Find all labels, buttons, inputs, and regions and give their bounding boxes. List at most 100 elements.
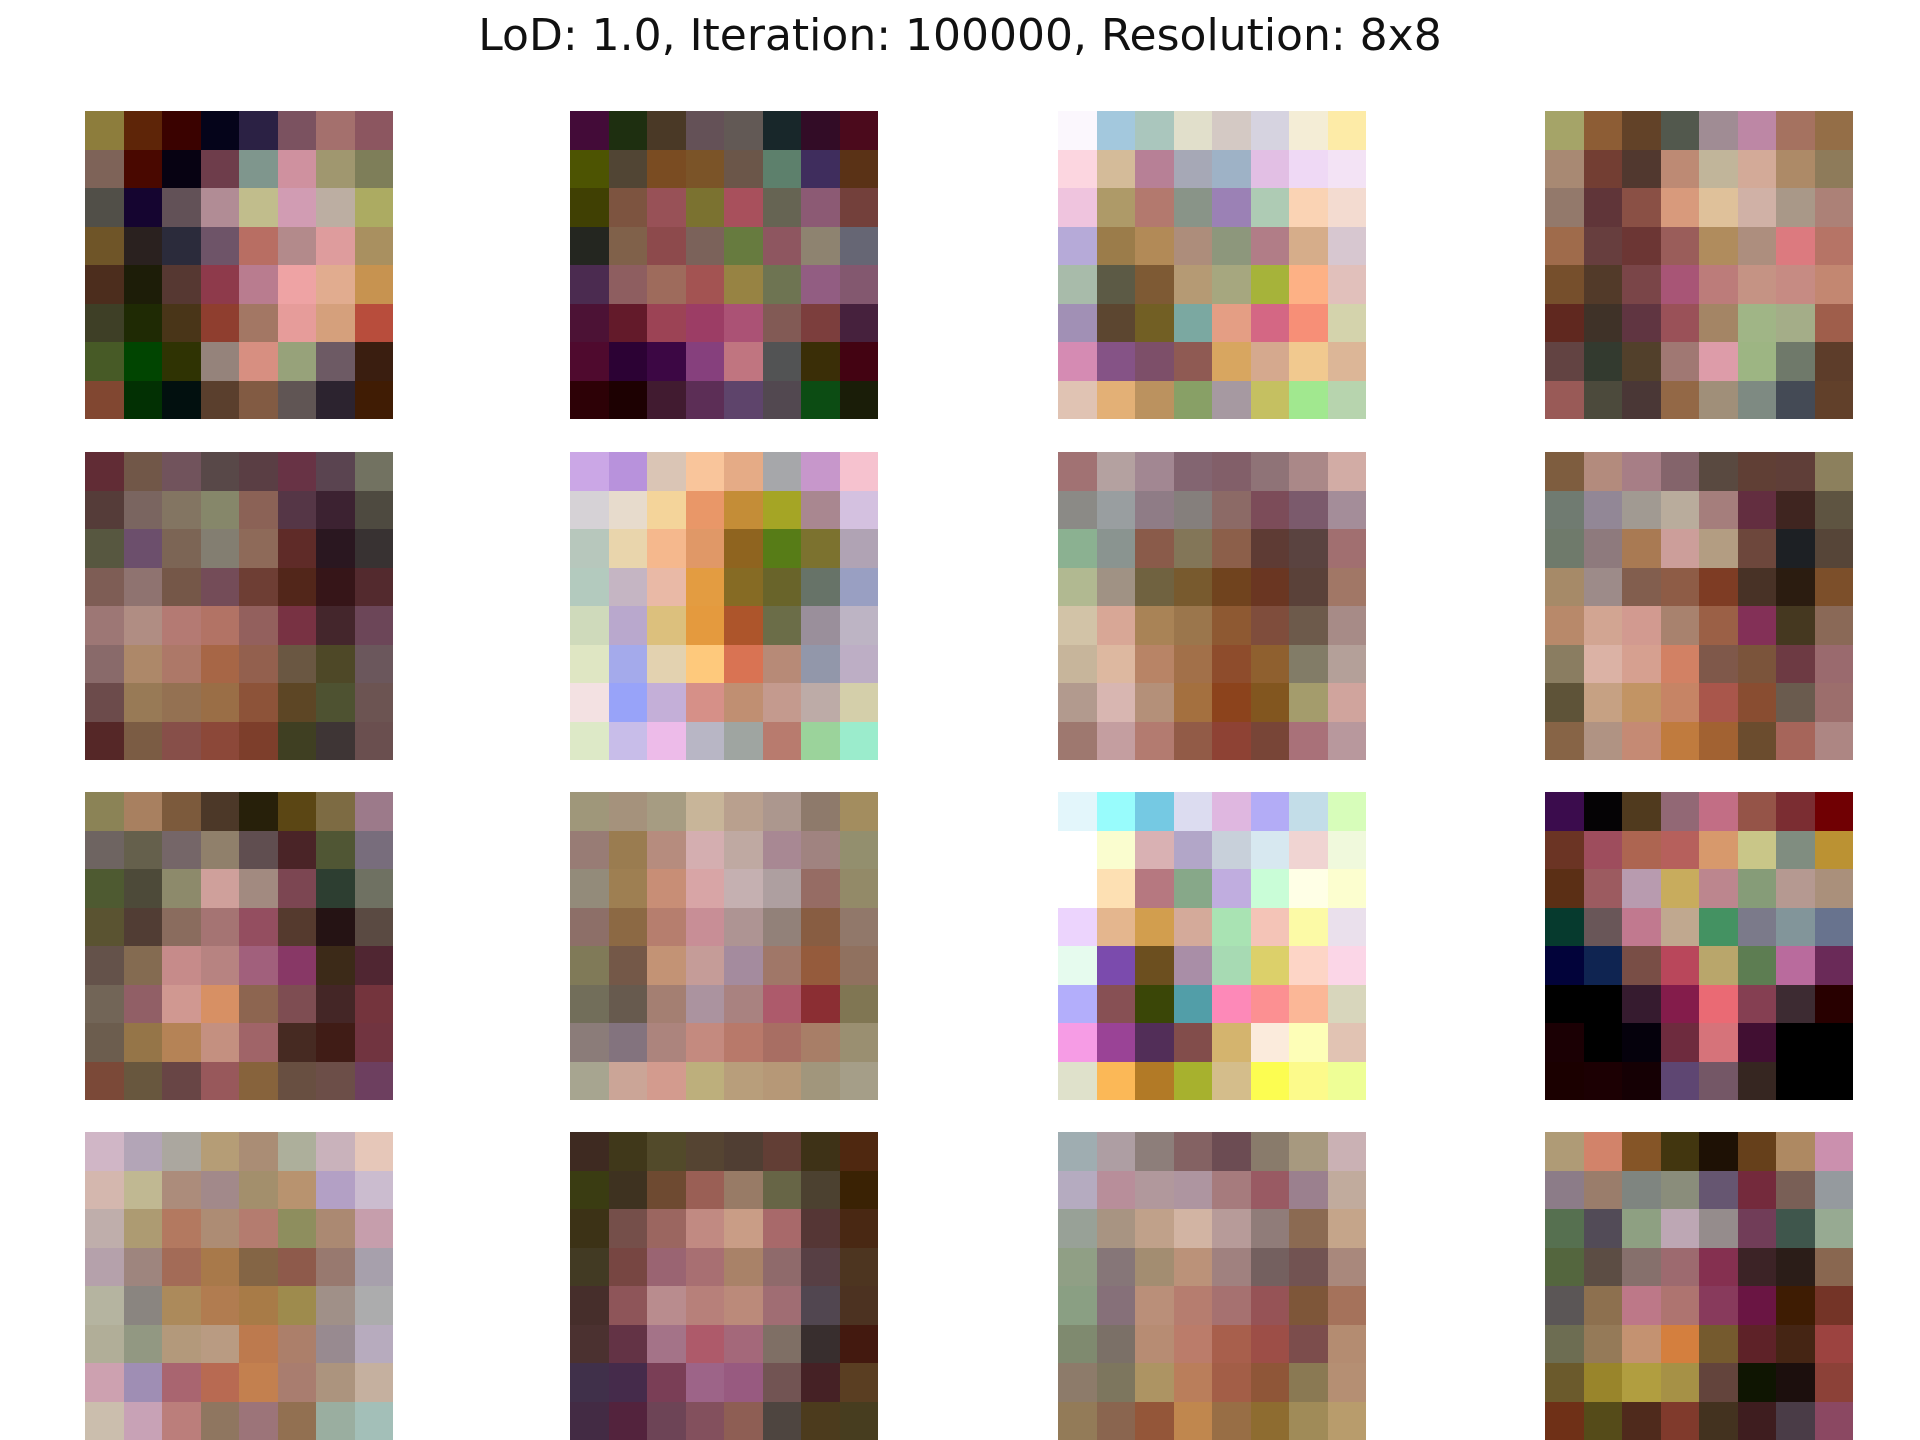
sample-pixel — [762, 226, 801, 265]
sample-pixel — [1212, 1061, 1251, 1100]
sample-pixel — [839, 606, 878, 645]
sample-pixel — [1776, 606, 1815, 645]
sample-pixel — [162, 342, 201, 381]
sample-pixel — [1699, 111, 1738, 150]
sample-pixel — [608, 529, 647, 568]
sample-pixel — [85, 265, 124, 304]
sample-image — [1058, 792, 1366, 1100]
sample-pixel — [1327, 529, 1366, 568]
sample-pixel — [685, 529, 724, 568]
sample-pixel — [239, 1061, 278, 1100]
sample-pixel — [1250, 1023, 1289, 1062]
sample-pixel — [1289, 342, 1328, 381]
sample-pixel — [162, 452, 201, 491]
sample-pixel — [1250, 1170, 1289, 1209]
sample-pixel — [608, 792, 647, 831]
sample-pixel — [1583, 452, 1622, 491]
sample-pixel — [1545, 342, 1584, 381]
sample-pixel — [162, 1286, 201, 1325]
sample-pixel — [200, 567, 239, 606]
sample-pixel — [608, 869, 647, 908]
sample-pixel — [801, 303, 840, 342]
sample-pixel — [354, 149, 393, 188]
sample-pixel — [1776, 188, 1815, 227]
sample-pixel — [1814, 1209, 1853, 1248]
sample-pixel — [277, 830, 316, 869]
sample-pixel — [162, 567, 201, 606]
sample-pixel — [162, 721, 201, 760]
sample-pixel — [1212, 490, 1251, 529]
sample-pixel — [1327, 265, 1366, 304]
sample-pixel — [608, 1286, 647, 1325]
sample-pixel — [1058, 907, 1097, 946]
sample-pixel — [1737, 265, 1776, 304]
sample-pixel — [801, 869, 840, 908]
sample-pixel — [762, 111, 801, 150]
sample-pixel — [162, 792, 201, 831]
sample-pixel — [685, 1363, 724, 1402]
sample-pixel — [1622, 111, 1661, 150]
sample-pixel — [608, 567, 647, 606]
sample-pixel — [1327, 830, 1366, 869]
sample-pixel — [316, 984, 355, 1023]
sample-pixel — [1135, 490, 1174, 529]
sample-pixel — [685, 869, 724, 908]
sample-pixel — [1058, 1324, 1097, 1363]
sample-pixel — [162, 529, 201, 568]
sample-pixel — [1776, 226, 1815, 265]
sample-pixel — [1212, 380, 1251, 419]
sample-pixel — [1737, 1363, 1776, 1402]
sample-pixel — [801, 1209, 840, 1248]
sample-pixel — [1776, 907, 1815, 946]
sample-pixel — [162, 683, 201, 722]
sample-pixel — [1289, 111, 1328, 150]
sample-pixel — [1545, 946, 1584, 985]
sample-pixel — [1545, 907, 1584, 946]
sample-pixel — [316, 452, 355, 491]
sample-pixel — [85, 149, 124, 188]
sample-pixel — [1135, 1170, 1174, 1209]
sample-pixel — [200, 1286, 239, 1325]
sample-pixel — [1289, 1132, 1328, 1171]
sample-pixel — [1622, 188, 1661, 227]
sample-pixel — [1135, 303, 1174, 342]
sample-pixel — [239, 792, 278, 831]
sample-pixel — [685, 1132, 724, 1171]
sample-pixel — [839, 490, 878, 529]
sample-pixel — [1212, 149, 1251, 188]
sample-pixel — [1699, 984, 1738, 1023]
sample-pixel — [354, 1023, 393, 1062]
sample-pixel — [762, 1023, 801, 1062]
sample-pixel — [1289, 984, 1328, 1023]
sample-pixel — [1173, 1324, 1212, 1363]
sample-pixel — [801, 1061, 840, 1100]
sample-pixel — [1289, 490, 1328, 529]
sample-pixel — [1699, 1363, 1738, 1402]
sample-pixel — [1250, 946, 1289, 985]
sample-pixel — [200, 111, 239, 150]
sample-pixel — [1660, 188, 1699, 227]
sample-image — [85, 1132, 393, 1440]
sample-pixel — [1096, 869, 1135, 908]
sample-pixel — [1212, 1286, 1251, 1325]
sample-pixel — [647, 380, 686, 419]
sample-pixel — [1327, 452, 1366, 491]
sample-pixel — [162, 226, 201, 265]
sample-pixel — [239, 529, 278, 568]
sample-pixel — [316, 111, 355, 150]
sample-pixel — [1327, 1247, 1366, 1286]
sample-pixel — [123, 1363, 162, 1402]
sample-pixel — [1289, 830, 1328, 869]
sample-pixel — [123, 683, 162, 722]
sample-pixel — [839, 149, 878, 188]
sample-pixel — [162, 490, 201, 529]
sample-pixel — [1583, 792, 1622, 831]
sample-pixel — [316, 342, 355, 381]
sample-pixel — [1545, 303, 1584, 342]
sample-pixel — [316, 265, 355, 304]
sample-pixel — [1814, 1286, 1853, 1325]
sample-pixel — [1289, 644, 1328, 683]
sample-pixel — [123, 1247, 162, 1286]
sample-pixel — [1583, 721, 1622, 760]
sample-pixel — [1776, 984, 1815, 1023]
